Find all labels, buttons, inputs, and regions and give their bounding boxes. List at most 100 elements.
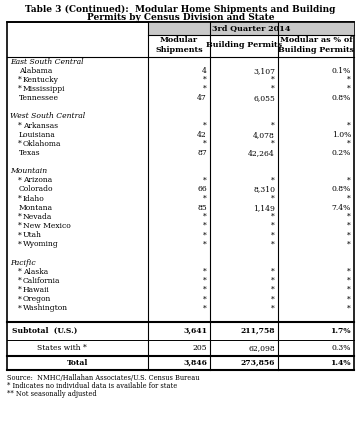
Text: Utah: Utah [23,231,42,239]
Text: New Mexico: New Mexico [23,222,71,230]
Text: Permits by Census Division and State: Permits by Census Division and State [87,13,274,22]
Text: *: * [18,76,22,84]
Text: 8,310: 8,310 [253,185,275,194]
Text: *: * [203,122,207,129]
Text: 4,078: 4,078 [253,131,275,138]
Text: Total: Total [67,359,88,367]
Text: 211,758: 211,758 [240,327,275,335]
Text: Kentucky: Kentucky [23,76,59,84]
Text: Building Permits: Building Permits [206,41,282,49]
Text: *: * [18,213,22,221]
Text: Oklahoma: Oklahoma [23,140,61,148]
Text: 4: 4 [202,67,207,75]
Text: *: * [203,286,207,294]
Text: *: * [271,213,275,221]
Text: 0.1%: 0.1% [332,67,351,75]
Text: *: * [347,85,351,93]
Text: *: * [271,76,275,84]
Text: *: * [347,213,351,221]
Text: *: * [203,268,207,276]
Text: *: * [347,122,351,129]
Text: Hawaii: Hawaii [23,286,50,294]
Text: *: * [271,195,275,203]
Text: *: * [271,304,275,312]
Text: 3,107: 3,107 [253,67,275,75]
Text: *: * [18,195,22,203]
Text: *: * [203,222,207,230]
Text: Mississippi: Mississippi [23,85,65,93]
Text: *: * [347,295,351,303]
Text: 0.8%: 0.8% [332,185,351,194]
Text: ** Not seasonally adjusted: ** Not seasonally adjusted [7,390,97,398]
Text: *: * [347,176,351,184]
Text: *: * [271,268,275,276]
Text: East South Central: East South Central [10,58,84,65]
Text: *: * [271,140,275,148]
Text: *: * [271,286,275,294]
Text: *: * [347,76,351,84]
Text: Alabama: Alabama [19,67,52,75]
Text: 42: 42 [197,131,207,138]
Text: *: * [347,222,351,230]
Text: *: * [203,240,207,249]
Text: *: * [203,295,207,303]
Text: *: * [203,85,207,93]
Text: 87: 87 [197,149,207,157]
Text: Arkansas: Arkansas [23,122,58,129]
Text: *: * [347,304,351,312]
Text: * Indicates no individual data is available for state: * Indicates no individual data is availa… [7,382,177,390]
Text: *: * [18,140,22,148]
Text: 66: 66 [197,185,207,194]
Text: *: * [271,231,275,239]
Text: *: * [18,122,22,129]
Text: West South Central: West South Central [10,112,85,120]
Text: *: * [18,222,22,230]
Text: *: * [203,231,207,239]
Text: *: * [18,85,22,93]
Text: California: California [23,277,61,285]
Text: *: * [203,195,207,203]
Text: Pacific: Pacific [10,258,36,267]
Text: 1.4%: 1.4% [330,359,351,367]
Bar [7,22,354,370]
Text: Montana: Montana [19,204,53,212]
Text: 7.4%: 7.4% [332,204,351,212]
Text: *: * [18,268,22,276]
Text: *: * [203,76,207,84]
Text: *: * [18,240,22,249]
Text: Texas: Texas [19,149,41,157]
Text: 85: 85 [197,204,207,212]
Text: Colorado: Colorado [19,185,53,194]
Text: 47: 47 [197,94,207,102]
Text: *: * [18,295,22,303]
Text: Nevada: Nevada [23,213,52,221]
Text: *: * [18,304,22,312]
Text: 3rd Quarter 2014: 3rd Quarter 2014 [212,25,290,33]
Text: 6,055: 6,055 [253,94,275,102]
Text: *: * [203,176,207,184]
Text: Arizona: Arizona [23,176,52,184]
Text: 1.0%: 1.0% [332,131,351,138]
Text: *: * [203,277,207,285]
Text: *: * [347,268,351,276]
Text: 273,856: 273,856 [241,359,275,367]
Text: *: * [18,231,22,239]
Text: *: * [18,277,22,285]
Text: 1,149: 1,149 [253,204,275,212]
Text: *: * [203,304,207,312]
Text: Modular
Shipments: Modular Shipments [155,37,203,54]
Text: Alaska: Alaska [23,268,48,276]
Text: 0.8%: 0.8% [332,94,351,102]
Text: *: * [347,231,351,239]
Text: Table 3 (Continued):  Modular Home Shipments and Building: Table 3 (Continued): Modular Home Shipme… [25,5,336,14]
Text: *: * [271,222,275,230]
Text: *: * [203,140,207,148]
Text: Wyoming: Wyoming [23,240,59,249]
Text: *: * [347,140,351,148]
Bar [148,22,354,35]
Text: *: * [347,286,351,294]
Text: *: * [271,240,275,249]
Text: Louisiana: Louisiana [19,131,56,138]
Text: *: * [347,240,351,249]
Text: *: * [203,213,207,221]
